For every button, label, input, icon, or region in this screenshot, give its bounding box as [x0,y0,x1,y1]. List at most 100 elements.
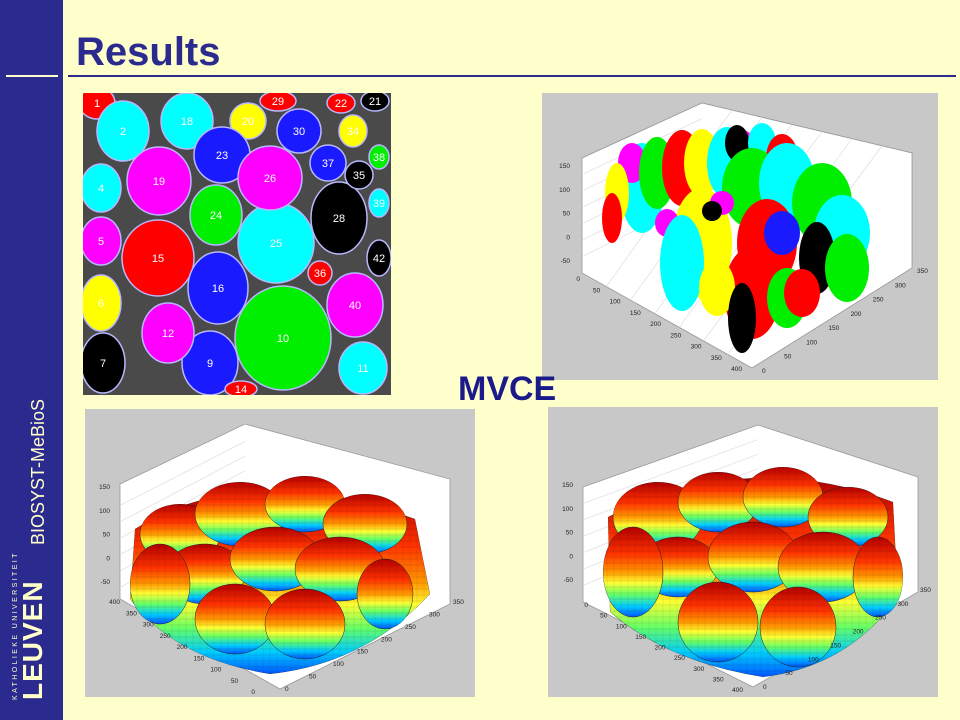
segmented-cell-29: 29 [259,93,297,112]
tick-label: 300 [429,611,440,618]
cell-label: 16 [212,283,224,295]
tick-label: 200 [655,645,666,652]
ellipsoid-lump [356,558,414,630]
segmented-cell-30: 30 [276,108,322,154]
segmented-cell-21: 21 [360,93,390,112]
segmented-cell-7: 7 [83,332,126,394]
tick-label: 0 [285,686,289,693]
cell-label: 39 [373,198,385,210]
sidebar-rule [6,75,58,77]
segmented-cell-26: 26 [237,145,303,211]
cell-label: 34 [347,126,359,138]
cell-label: 30 [293,126,305,138]
tick-label: 250 [875,615,886,622]
tick-label: 50 [103,532,111,539]
ellipsoid-lump [130,543,191,625]
tick-label: 200 [381,636,392,643]
tick-label: 150 [194,655,205,662]
cell-label: 6 [98,298,104,310]
segmented-cell-5: 5 [83,216,122,266]
segmented-cell-16: 16 [187,251,249,325]
tick-label: -50 [564,577,574,584]
ellipsoid-shape [764,211,800,255]
tick-label: 350 [713,676,724,683]
segmented-cell-10: 10 [234,285,332,391]
segmented-cell-15: 15 [121,219,195,297]
tick-label: 100 [99,508,110,515]
ellipsoid-lump [852,536,903,618]
tick-label: 350 [920,587,931,594]
cell-label: 15 [152,253,164,265]
segmented-cell-24: 24 [189,184,243,246]
tick-label: 100 [562,506,573,513]
tick-label: 200 [177,644,188,651]
tick-label: 150 [559,163,570,170]
segmented-cell-19: 19 [126,146,192,216]
cell-label: 24 [210,210,222,222]
cell-label: 28 [333,213,345,225]
tick-label: 250 [160,633,171,640]
cell-label: 42 [373,253,385,265]
ellipsoid-plot-colored: 150 100 50 0 -50 0 50 100 150 200 250 300 350 400 0 50 1… [542,93,938,380]
tick-label: 100 [333,661,344,668]
tick-label: 0 [106,555,110,562]
ellipsoids [602,123,870,353]
tick-label: 200 [650,321,661,328]
tick-label: 50 [593,287,601,294]
segmented-cell-39: 39 [368,188,390,218]
cell-label: 37 [322,158,334,170]
cell-label: 38 [373,152,385,164]
tick-label: 350 [917,268,928,275]
tick-label: 100 [559,187,570,194]
cell-label: 40 [349,300,361,312]
segmented-cell-28: 28 [310,181,368,255]
segmented-cell-20: 20 [229,102,267,140]
tick-label: 150 [630,310,641,317]
cell-label: 35 [353,170,365,182]
segmented-cell-9: 9 [181,330,239,395]
cell-label: 11 [357,363,368,375]
department-label: BIOSYST-MeBioS [28,398,48,545]
segmented-cell-12: 12 [141,302,195,364]
cell-label: 36 [314,268,326,280]
tick-label: 300 [693,666,704,673]
y-axis-ticks: 0 50 100 150 200 250 300 350 400 [584,602,743,694]
z-axis-ticks: 150 100 50 0 -50 [562,482,573,584]
title-divider [68,75,956,77]
segmented-cell-35: 35 [344,160,374,190]
cell-label: 23 [216,150,228,162]
ellipsoid-lump [677,581,759,663]
ellipsoid-shape [784,269,820,317]
tick-label: 200 [853,629,864,636]
x-axis-ticks: 0 50 100 150 200 250 300 350 [285,599,464,693]
segmented-cell-37: 37 [309,144,347,182]
y-axis-ticks: 0 50 100 150 200 250 300 350 400 [576,276,742,373]
ellipsoid-shape [602,193,622,243]
cell-label: 10 [277,333,289,345]
ellipsoid-shape [702,201,722,221]
tick-label: 100 [616,623,627,630]
ellipsoid-shape [660,215,704,311]
tick-label: 150 [828,325,839,332]
tick-label: 0 [566,234,570,241]
tick-label: 0 [584,602,588,609]
z-axis-ticks: 150 100 50 0 -50 [559,163,570,265]
ellipsoid-surface-plot-right: 150 100 50 0 -50 0 50 100 150 200 250 300 350 400 0 50 1… [548,407,938,697]
tick-label: 150 [562,482,573,489]
segmented-cell-2: 2 [96,100,150,162]
cell-label: 18 [181,116,193,128]
x-axis-ticks: 0 50 100 150 200 250 300 350 [762,268,928,375]
tick-label: 100 [808,656,819,663]
cell-label: 22 [335,98,347,110]
cell-label: 26 [264,173,276,185]
tick-label: 100 [210,667,221,674]
segmented-cell-40: 40 [326,272,384,338]
cell-label: 25 [270,238,282,250]
tick-label: -50 [561,258,571,265]
tick-label: 250 [670,332,681,339]
x-axis-ticks: 0 50 100 150 200 250 300 350 [763,587,931,691]
ellipsoid-lump [264,588,346,660]
tick-label: -50 [101,579,111,586]
